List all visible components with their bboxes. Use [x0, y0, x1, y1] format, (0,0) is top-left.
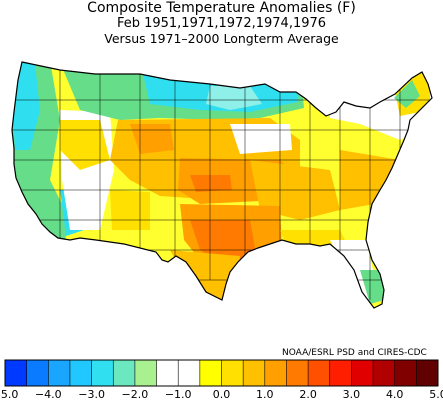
anomaly-region-arizona [110, 190, 150, 230]
color-scale-swatch [373, 360, 396, 386]
anomaly-region-minnesota [206, 86, 262, 110]
color-scale-swatch [394, 360, 417, 386]
color-scale-label: 0.0 [213, 388, 231, 400]
color-scale-swatch [416, 360, 439, 386]
anomaly-region-wyoming [130, 124, 174, 154]
color-scale-label: −4.0 [35, 388, 62, 400]
data-credit: NOAA/ESRL PSD and CIRES-CDC [282, 348, 427, 358]
color-scale-swatch [69, 360, 93, 386]
anomaly-region-south-florida [360, 270, 384, 304]
color-scale-swatch [156, 360, 179, 386]
color-scale-swatch [221, 360, 244, 386]
map-subtitle-baseline: Versus 1971–2000 Longterm Average [104, 31, 339, 46]
color-scale-label: 3.0 [343, 388, 361, 400]
color-scale-label: −1.0 [165, 388, 192, 400]
map-title: Composite Temperature Anomalies (F) [87, 0, 356, 16]
color-scale-label: −2.0 [122, 388, 149, 400]
color-scale-swatch [134, 360, 158, 386]
color-scale-swatches [5, 360, 439, 386]
anomaly-region-idaho [60, 120, 110, 170]
anomaly-region-iowa [230, 124, 292, 154]
anomaly-fill-layer [12, 62, 432, 308]
color-scale-label: 4.0 [386, 388, 404, 400]
color-scale-swatch [5, 360, 28, 386]
anomaly-region-maine [394, 80, 420, 108]
color-scale-swatch [26, 360, 49, 386]
color-scale-swatch [243, 360, 266, 386]
color-scale-bar: −5.0 −4.0 −3.0 −2.0 −1.0 0.0 1.0 2.0 3.0 4.0 5.0 [0, 359, 443, 400]
color-scale-label: 5.0 [429, 388, 443, 400]
color-scale-label: 1.0 [256, 388, 274, 400]
anomaly-region-texas [170, 250, 240, 300]
anomaly-region-kansas-core [190, 175, 232, 192]
color-scale-label: −5.0 [0, 388, 18, 400]
map-subtitle-years: Feb 1951,1971,1972,1974,1976 [116, 16, 327, 31]
color-scale-ticks [26, 360, 417, 386]
color-scale-swatch [286, 360, 309, 386]
color-scale-swatch [264, 360, 287, 386]
anomaly-region-oklahoma-texas [190, 220, 256, 266]
color-scale-swatch [113, 360, 136, 386]
color-scale-swatch [329, 360, 352, 386]
color-scale-swatch [351, 360, 374, 386]
color-scale-swatch [91, 360, 114, 386]
color-scale-label: 2.0 [299, 388, 317, 400]
color-scale-swatch [48, 360, 71, 386]
color-scale-swatch [178, 360, 201, 386]
color-scale-swatch [199, 360, 222, 386]
color-scale-swatch [308, 360, 331, 386]
color-scale-labels: −5.0 −4.0 −3.0 −2.0 −1.0 0.0 1.0 2.0 3.0 4.0 5.0 [0, 388, 443, 400]
color-scale-label: −3.0 [78, 388, 105, 400]
